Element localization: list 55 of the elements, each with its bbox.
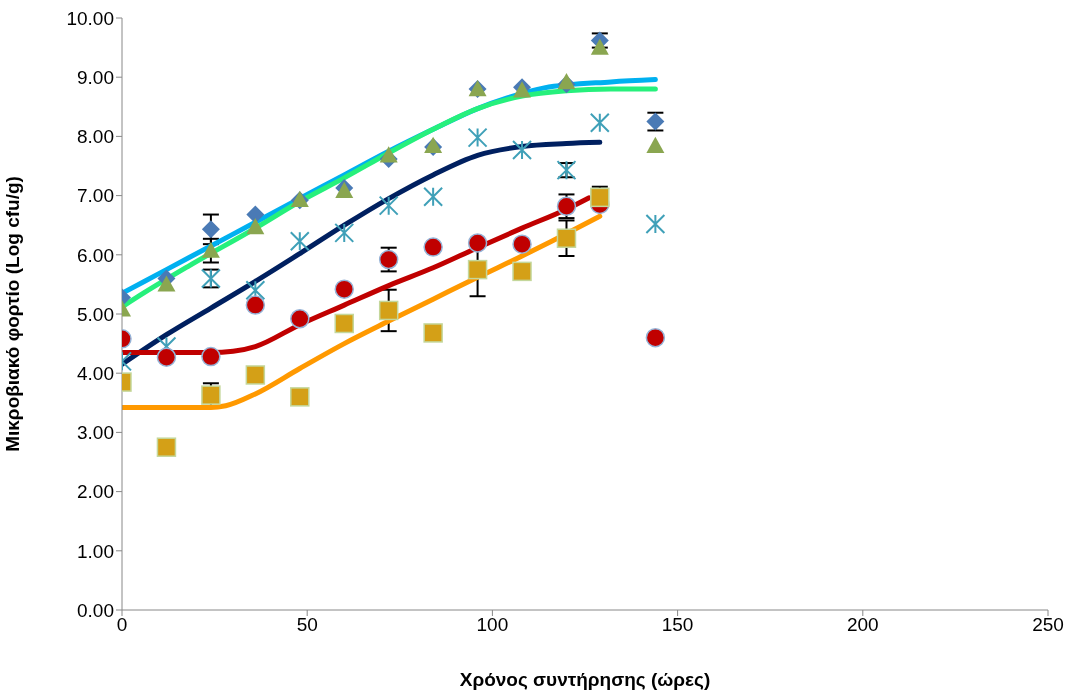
point (289, 231, 310, 252)
point (512, 234, 532, 254)
point (512, 261, 532, 282)
x-tick-label: 0 (116, 614, 128, 636)
point (423, 323, 443, 343)
x-tick-label: 150 (661, 614, 694, 636)
point (467, 233, 488, 253)
y-tick-label: 2.00 (77, 481, 114, 503)
point (290, 387, 310, 407)
point (646, 136, 665, 154)
y-tick-label: 6.00 (77, 244, 114, 266)
y-tick-label: 5.00 (77, 303, 114, 325)
point (156, 437, 177, 457)
point (645, 327, 666, 348)
point (379, 146, 398, 163)
point (245, 280, 266, 301)
point (334, 313, 354, 334)
point (201, 220, 220, 239)
point (423, 237, 443, 257)
y-tick-label: 3.00 (77, 422, 114, 444)
point (378, 195, 399, 216)
point (246, 217, 265, 235)
y-tick-label: 8.00 (77, 126, 114, 148)
point (246, 205, 265, 224)
point (245, 365, 266, 385)
point (201, 241, 220, 258)
y-axis-title: Μικροβιακό φορτίο (Log cfu/g) (1, 176, 23, 452)
y-tick-label: 10.00 (66, 7, 114, 29)
point (290, 308, 310, 329)
point (334, 222, 355, 243)
x-axis-title: Χρόνος συντήρησης (ώρες) (459, 669, 711, 690)
point (645, 214, 666, 235)
y-tick-label: 9.00 (77, 66, 114, 88)
point (589, 112, 610, 133)
y-tick-label: 4.00 (77, 362, 114, 384)
x-tick-label: 250 (1032, 614, 1064, 636)
point (423, 186, 444, 207)
x-tick-label: 200 (846, 614, 879, 636)
y-tick-label: 0.00 (77, 599, 114, 621)
point (590, 38, 609, 55)
point (378, 300, 399, 321)
point (201, 346, 221, 367)
point (334, 279, 354, 299)
point (467, 259, 488, 280)
y-tick-label: 7.00 (77, 185, 114, 207)
point (245, 295, 266, 315)
point (156, 347, 177, 367)
point (157, 275, 176, 292)
point (557, 72, 576, 90)
point (512, 140, 533, 161)
y-tick-label: 1.00 (77, 540, 114, 562)
point (556, 228, 577, 248)
point (467, 127, 488, 148)
x-tick-label: 50 (296, 614, 318, 636)
x-tick-label: 100 (476, 614, 509, 636)
